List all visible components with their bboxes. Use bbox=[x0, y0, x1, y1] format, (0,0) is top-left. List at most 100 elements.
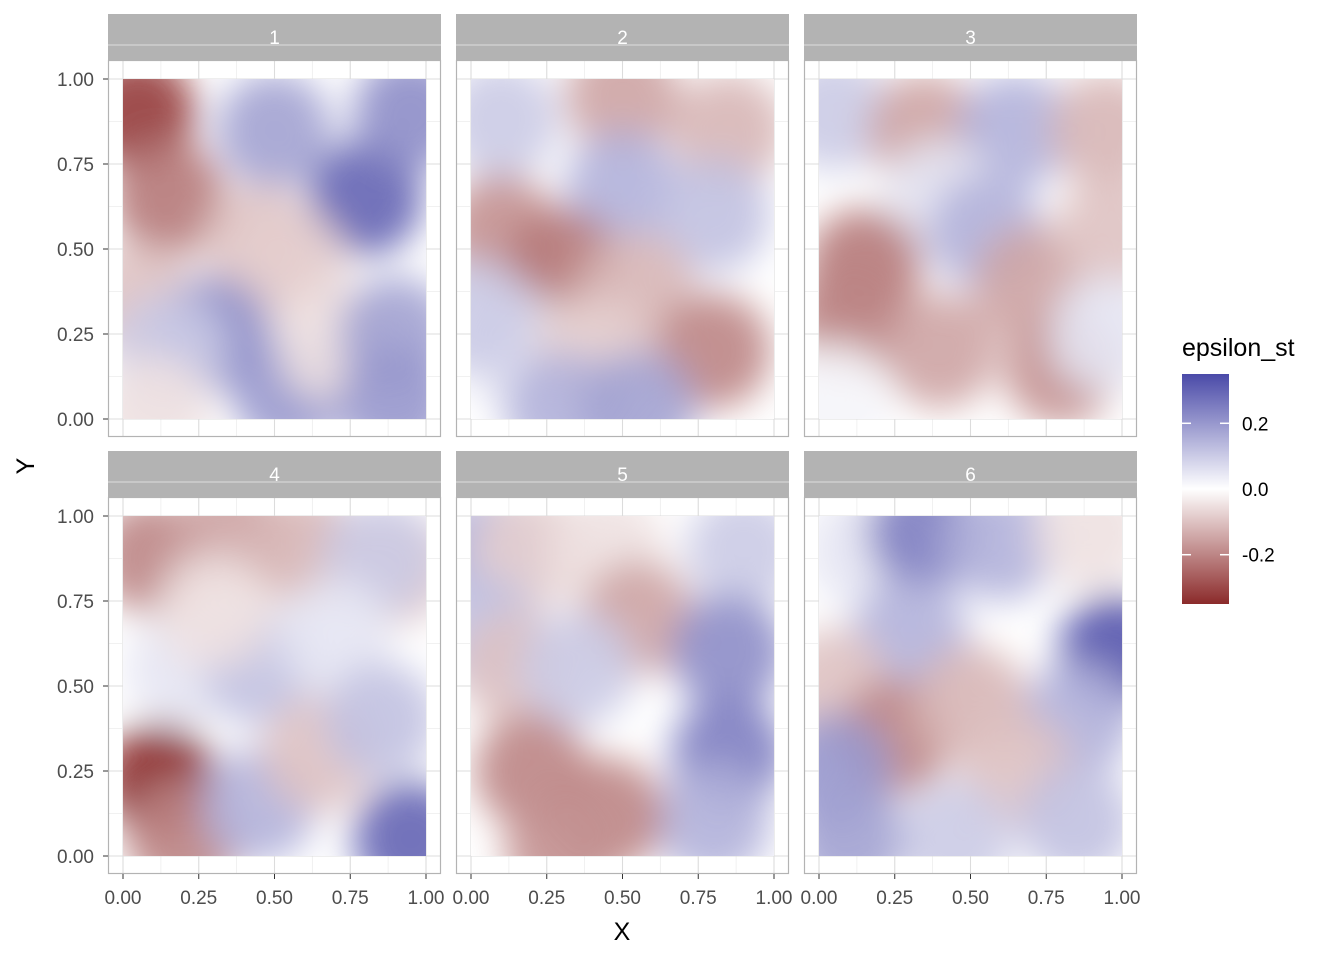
facet-panel-3: 3 bbox=[803, 14, 1138, 438]
facet-strip bbox=[804, 451, 1137, 497]
heat-field bbox=[819, 79, 1122, 419]
y-tick-label: 0.50 bbox=[57, 240, 94, 261]
facet-strip-label: 3 bbox=[965, 28, 976, 49]
heat-cell bbox=[943, 516, 1059, 601]
heat-field bbox=[819, 516, 1122, 856]
panel-border bbox=[107, 59, 442, 438]
heat-cell bbox=[353, 781, 426, 856]
y-tick-label: 0.75 bbox=[57, 155, 94, 176]
heat-cell bbox=[819, 781, 907, 856]
facet-panel-5: 5 bbox=[455, 451, 790, 875]
heat-cell bbox=[338, 344, 426, 419]
heat-cell bbox=[882, 293, 998, 409]
facet-panel-6: 6 bbox=[803, 451, 1138, 875]
y-tick-label: 0.25 bbox=[57, 325, 94, 346]
y-tick-label: 0.00 bbox=[57, 847, 94, 868]
heat-cell bbox=[322, 662, 426, 778]
heat-cell bbox=[277, 577, 393, 693]
heat-field bbox=[471, 516, 774, 856]
heat-cell bbox=[958, 79, 1074, 188]
heat-cell bbox=[123, 140, 227, 256]
heat-cell bbox=[471, 79, 559, 178]
x-tick-label: 0.75 bbox=[1028, 888, 1065, 909]
legend-break-label: 0.2 bbox=[1242, 414, 1268, 435]
panels-layer: 1 2 3 4 5 6 bbox=[107, 14, 1138, 875]
facet-panel-4: 4 bbox=[107, 451, 442, 875]
heat-cell bbox=[655, 157, 771, 273]
y-tick-label: 0.25 bbox=[57, 762, 94, 783]
y-tick-label: 0.50 bbox=[57, 677, 94, 698]
heat-cell bbox=[580, 351, 696, 419]
heat-cell bbox=[1049, 79, 1122, 188]
heat-cell bbox=[564, 79, 681, 154]
x-tick-label: 0.50 bbox=[604, 888, 641, 909]
heat-field bbox=[123, 516, 426, 856]
x-tick-label: 0.25 bbox=[876, 888, 913, 909]
x-tick-label: 1.00 bbox=[408, 888, 445, 909]
heat-field bbox=[471, 79, 774, 419]
x-tick-label: 0.25 bbox=[180, 888, 217, 909]
facet-strip bbox=[804, 14, 1137, 60]
panel-border bbox=[107, 496, 442, 875]
heat-cell bbox=[353, 79, 426, 171]
heat-cell bbox=[819, 344, 892, 419]
facet-strip bbox=[108, 14, 441, 60]
legend: epsilon_st 0.2 0.0 -0.2 bbox=[1182, 334, 1295, 604]
y-tick-label: 1.00 bbox=[57, 507, 94, 528]
heat-cell bbox=[670, 594, 774, 710]
y-tick-label: 0.75 bbox=[57, 592, 94, 613]
x-tick-label: 1.00 bbox=[756, 888, 793, 909]
heat-blobs bbox=[123, 516, 426, 856]
heat-blobs bbox=[819, 79, 1122, 419]
heat-cell bbox=[307, 140, 423, 256]
heat-cell bbox=[156, 553, 272, 669]
facet-panel-2: 2 bbox=[455, 14, 790, 438]
facet-strip-label: 4 bbox=[269, 465, 280, 486]
x-tick-label: 0.25 bbox=[528, 888, 565, 909]
x-tick-label: 0.00 bbox=[453, 888, 490, 909]
y-tick-label: 0.00 bbox=[57, 410, 94, 431]
heat-cell bbox=[519, 611, 635, 727]
x-tick-label: 0.75 bbox=[680, 888, 717, 909]
heat-blobs bbox=[471, 516, 774, 856]
facet-strip-label: 5 bbox=[617, 465, 628, 486]
y-axis-title: Y bbox=[12, 457, 40, 474]
facet-strip bbox=[108, 451, 441, 497]
heat-cell bbox=[897, 781, 1013, 856]
panel-border bbox=[803, 59, 1138, 438]
heat-blobs bbox=[123, 79, 426, 419]
x-axis-title: X bbox=[614, 918, 631, 946]
x-tick-label: 1.00 bbox=[1104, 888, 1141, 909]
heat-blobs bbox=[471, 79, 774, 419]
heat-cell bbox=[655, 764, 771, 856]
heat-cell bbox=[1049, 276, 1122, 392]
facet-strip bbox=[456, 451, 789, 497]
heat-cell bbox=[686, 516, 774, 608]
legend-break-label: 0.0 bbox=[1242, 480, 1268, 501]
x-tick-label: 0.50 bbox=[952, 888, 989, 909]
axes-layer: 0.00 0.25 0.50 0.75 1.00 0.00 0.25 0.50 0.75 1.00… bbox=[57, 70, 1140, 909]
x-tick-label: 0.00 bbox=[801, 888, 838, 909]
y-tick-label: 1.00 bbox=[57, 70, 94, 91]
heat-cell bbox=[1055, 174, 1122, 290]
heat-cell bbox=[216, 79, 333, 188]
x-tick-label: 0.75 bbox=[332, 888, 369, 909]
heat-cell bbox=[564, 130, 681, 246]
heat-cell bbox=[1034, 516, 1122, 591]
heat-cell bbox=[471, 259, 535, 375]
x-tick-label: 0.00 bbox=[105, 888, 142, 909]
panel-border bbox=[803, 496, 1138, 875]
panel-border bbox=[455, 59, 790, 438]
facet-panel-1: 1 bbox=[107, 14, 442, 438]
heat-cell bbox=[504, 791, 620, 856]
panel-border bbox=[455, 496, 790, 875]
facet-strip-label: 2 bbox=[617, 28, 628, 49]
heat-field bbox=[123, 79, 426, 419]
facet-strip bbox=[456, 14, 789, 60]
facet-strip-label: 1 bbox=[269, 28, 280, 49]
x-tick-label: 0.50 bbox=[256, 888, 293, 909]
heat-cell bbox=[123, 354, 211, 419]
legend-ticks: 0.2 0.0 -0.2 bbox=[1182, 414, 1275, 567]
heat-blobs bbox=[819, 516, 1122, 856]
